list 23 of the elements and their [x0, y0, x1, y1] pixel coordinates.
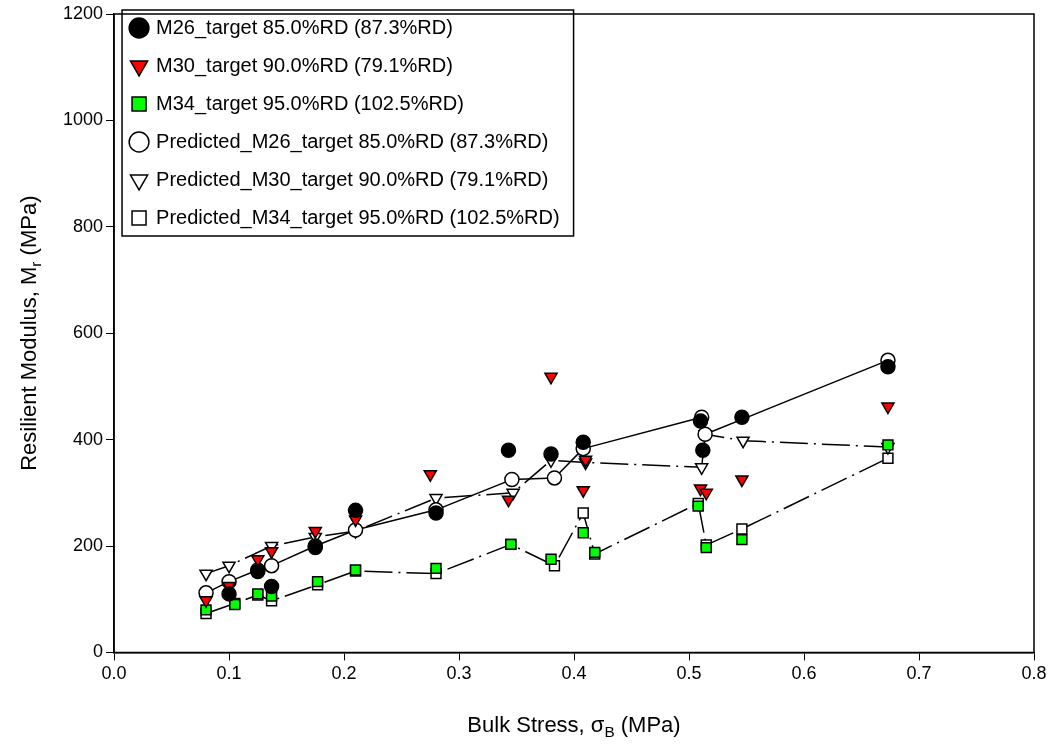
y-tick-label: 800 [73, 215, 104, 236]
y-tick-label: 600 [73, 322, 104, 343]
y-tick-label: 1000 [63, 109, 104, 130]
x-tick-label: 0.3 [446, 663, 472, 684]
legend-label: Predicted_M34_target 95.0%RD (102.5%RD) [156, 205, 560, 229]
legend-label: Predicted_M26_target 85.0%RD (87.3%RD) [156, 129, 549, 153]
x-tick-label: 0.1 [216, 663, 242, 684]
x-tick-label: 0.2 [331, 663, 357, 684]
y-tick-label: 400 [73, 428, 104, 449]
x-tick-label: 0.4 [561, 663, 587, 684]
legend-label: Predicted_M30_target 90.0%RD (79.1%RD) [156, 167, 549, 191]
x-tick-label: 0.5 [676, 663, 702, 684]
y-axis-title: Resilient Modulus, Mr (MPa) [16, 195, 44, 471]
legend-label: M26_target 85.0%RD (87.3%RD) [156, 15, 453, 39]
y-tick-label: 0 [93, 641, 104, 662]
y-tick-label: 200 [73, 534, 104, 555]
legend-label: M34_target 95.0%RD (102.5%RD) [156, 91, 464, 115]
x-tick-label: 0.0 [101, 663, 127, 684]
y-tick-label: 1200 [63, 2, 104, 23]
legend-label: M30_target 90.0%RD (79.1%RD) [156, 53, 453, 77]
x-tick-label: 0.6 [791, 663, 817, 684]
x-tick-label: 0.7 [906, 663, 932, 684]
x-tick-label: 0.8 [1021, 663, 1047, 684]
